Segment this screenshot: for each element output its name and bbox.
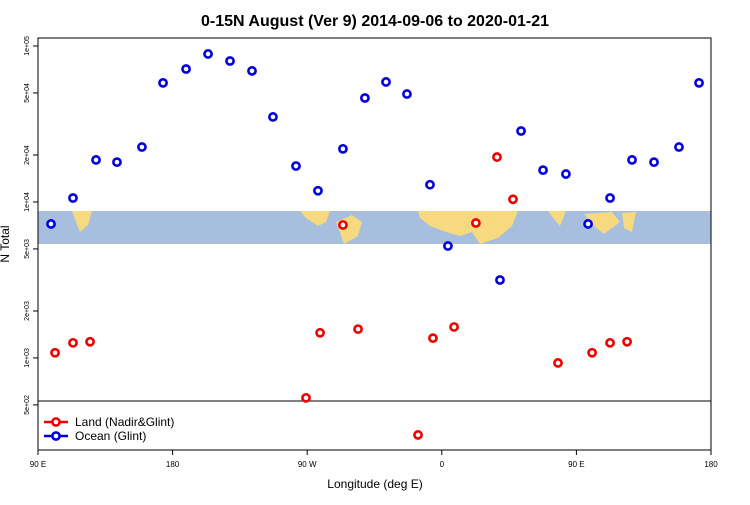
x-tick-label: 90 W: [298, 460, 317, 469]
point: [301, 392, 311, 403]
y-tick-label: 1e+03: [24, 348, 31, 368]
point: [516, 126, 526, 136]
point: [225, 56, 235, 66]
point: [112, 157, 122, 168]
point: [538, 165, 548, 176]
x-tick-label: 0: [440, 460, 445, 469]
point: [360, 93, 370, 103]
point: [561, 169, 571, 179]
point: [508, 194, 518, 205]
point: [649, 157, 659, 168]
point: [449, 322, 459, 332]
y-tick-label: 5e+03: [24, 239, 31, 259]
point: [46, 219, 56, 229]
point: [425, 179, 435, 190]
point: [627, 155, 637, 165]
point: [338, 220, 348, 230]
legend-label: Land (Nadir&Glint): [75, 415, 174, 429]
x-tick-label: 180: [704, 460, 718, 469]
point: [158, 77, 168, 88]
point: [583, 219, 593, 229]
point: [622, 336, 632, 347]
point: [68, 193, 78, 203]
point: [495, 275, 505, 285]
point: [313, 185, 323, 196]
point: [492, 152, 502, 162]
point: [605, 337, 615, 348]
point: [85, 336, 95, 347]
point: [674, 142, 684, 152]
point: [291, 161, 301, 171]
x-axis-label: Longitude (deg E): [327, 477, 422, 491]
x-tick-label: 180: [166, 460, 180, 469]
point: [428, 333, 438, 344]
point: [587, 347, 598, 358]
point: [91, 155, 101, 165]
point: [203, 49, 213, 59]
point: [50, 347, 60, 358]
point: [181, 64, 191, 74]
y-axis-label: N Total: [0, 225, 12, 262]
legend-marker: [51, 417, 61, 427]
y-tick-label: 5e+02: [24, 395, 31, 415]
point: [268, 112, 278, 122]
chart-title: 0-15N August (Ver 9) 2014-09-06 to 2020-…: [201, 13, 549, 30]
y-tick-label: 1e+04: [24, 192, 31, 212]
point: [470, 218, 481, 228]
point: [381, 77, 391, 87]
point: [402, 89, 412, 99]
y-tick-label: 2e+03: [24, 301, 31, 321]
plot-frame: [37, 37, 712, 451]
legend-marker: [51, 431, 61, 441]
y-tick-label: 2e+04: [24, 145, 31, 165]
x-tick-label: 90 E: [30, 460, 46, 469]
point: [338, 143, 348, 154]
point: [68, 337, 78, 348]
point: [605, 193, 615, 203]
y-tick-label: 5e+04: [24, 83, 31, 103]
y-tick-label: 1e+05: [24, 36, 31, 56]
point: [413, 430, 423, 440]
point: [443, 241, 453, 251]
point: [353, 324, 363, 335]
x-tick-label: 90 E: [568, 460, 584, 469]
point: [137, 142, 147, 152]
map-band: [38, 211, 711, 244]
point: [315, 327, 325, 338]
legend-label: Ocean (Glint): [75, 429, 146, 443]
point: [553, 358, 563, 368]
point: [247, 66, 257, 76]
point: [694, 77, 704, 88]
